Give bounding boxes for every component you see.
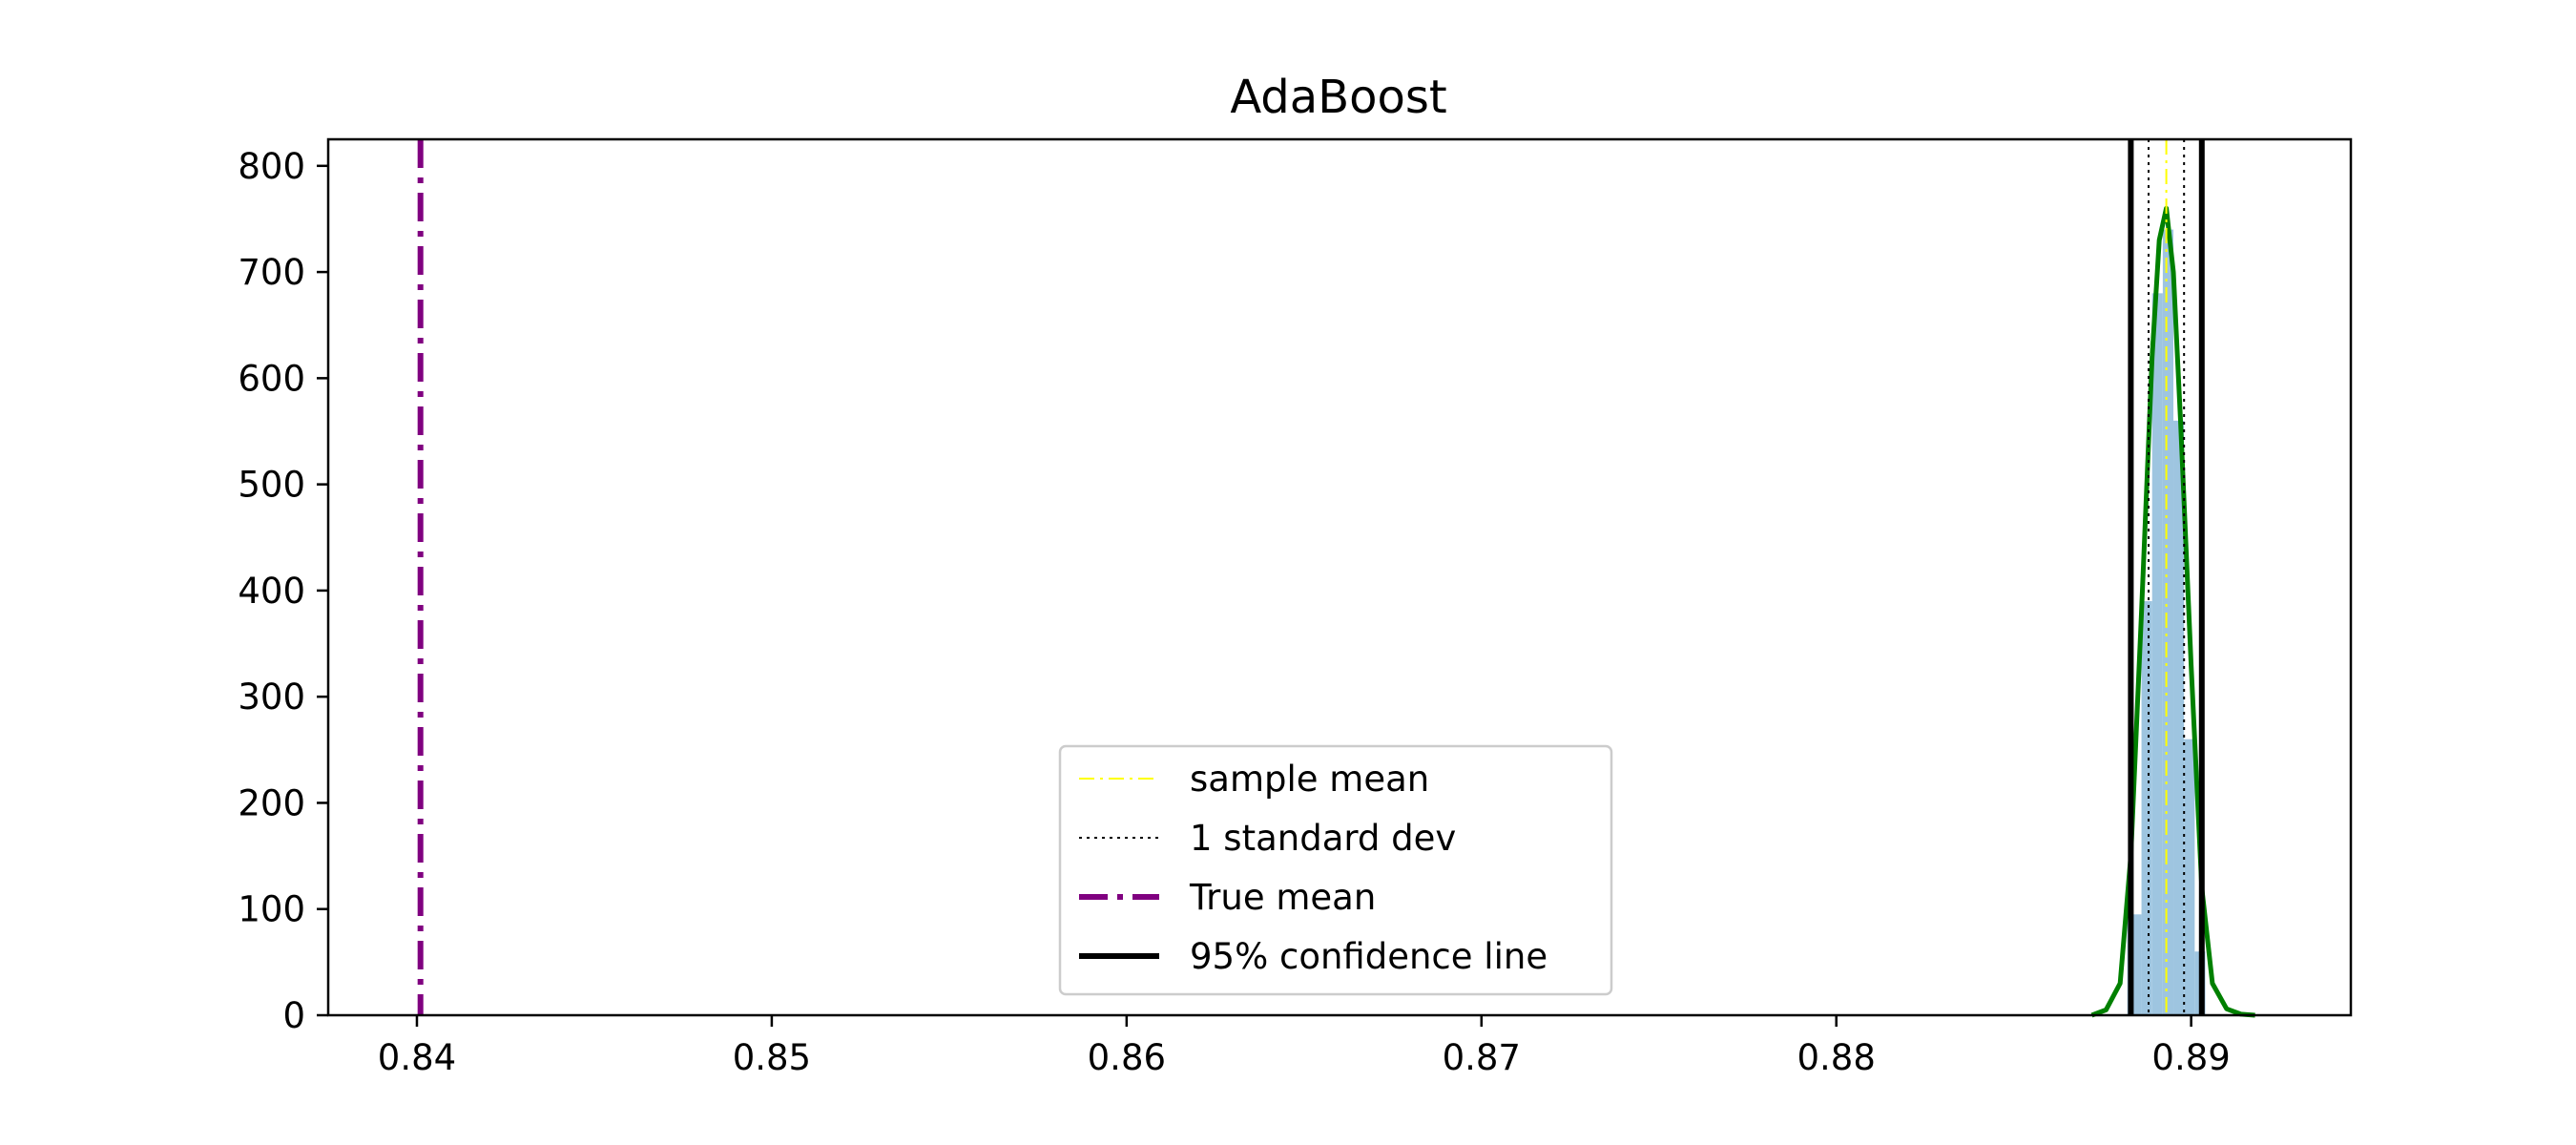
x-tick-label-0: 0.84 <box>378 1037 456 1078</box>
y-tick-label-5: 500 <box>238 465 305 506</box>
x-tick-label-3: 0.87 <box>1443 1037 1521 1078</box>
histogram-bar-2 <box>2151 293 2163 1015</box>
y-tick-label-8: 800 <box>238 146 305 187</box>
legend-label-3: 95% confidence line <box>1190 936 1548 977</box>
legend-box <box>1058 744 1613 996</box>
plot-frame <box>326 137 2353 1017</box>
density-curve <box>2090 205 2255 1018</box>
y-tick-label-6: 600 <box>238 358 305 399</box>
x-tick-label-5: 0.89 <box>2151 1037 2230 1078</box>
histogram-bar-4 <box>2173 420 2185 1015</box>
y-tick-label-0: 0 <box>282 995 305 1036</box>
axes: 0.84 0.85 0.86 0.87 0.88 0.89 0 100 200 300 400 500… <box>238 146 2230 1078</box>
x-tick-label-1: 0.85 <box>733 1037 811 1078</box>
y-tick-label-1: 100 <box>238 889 305 930</box>
plot-area <box>417 139 2255 1018</box>
histogram-bar-5 <box>2184 739 2195 1015</box>
y-tick-label-4: 400 <box>238 571 305 612</box>
histogram-bar-3 <box>2162 229 2174 1016</box>
legend-label-1: 1 standard dev <box>1190 818 1456 859</box>
histogram-bar-1 <box>2141 601 2152 1015</box>
y-tick-label-2: 200 <box>238 782 305 823</box>
legend: sample mean 1 standard dev True mean 95% co… <box>1058 744 1613 996</box>
chart-title: AdaBoost <box>1230 71 1446 124</box>
y-tick-label-3: 300 <box>238 677 305 718</box>
legend-label-2: True mean <box>1189 877 1376 918</box>
x-tick-label-4: 0.88 <box>1797 1037 1876 1078</box>
y-tick-label-7: 700 <box>238 252 305 293</box>
x-tick-label-2: 0.86 <box>1088 1037 1166 1078</box>
legend-label-0: sample mean <box>1190 759 1429 800</box>
